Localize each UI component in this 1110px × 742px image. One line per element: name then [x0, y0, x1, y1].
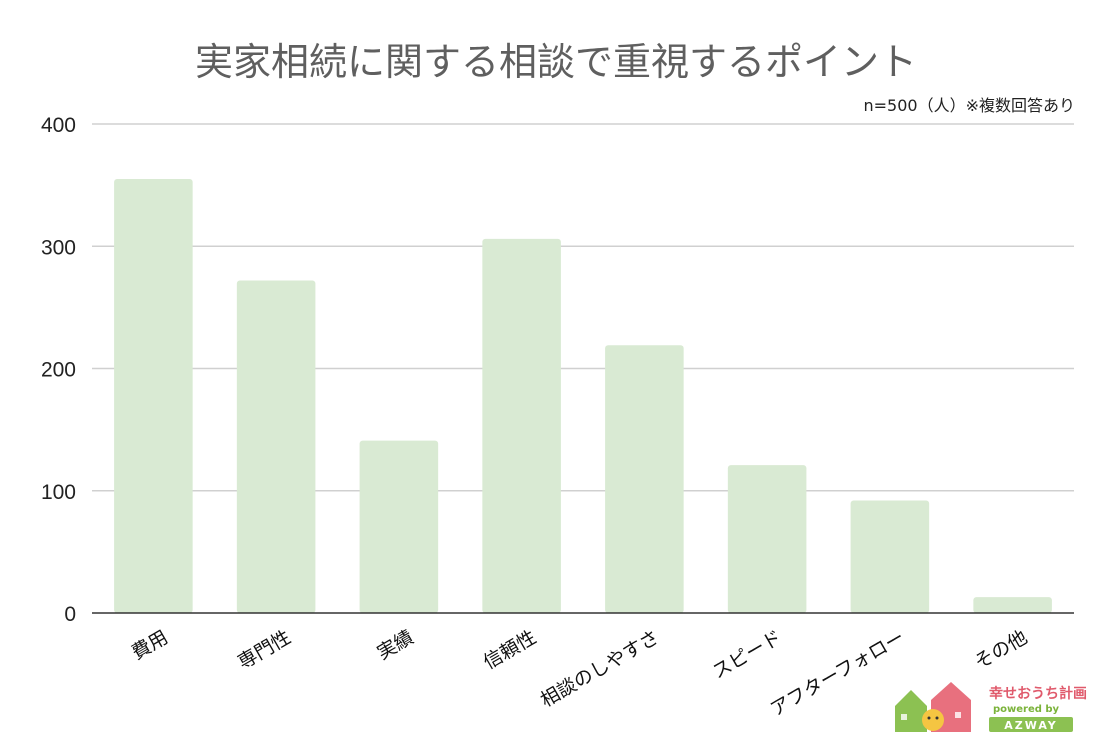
x-category-label: 専門性 [234, 626, 294, 674]
bar [973, 597, 1052, 613]
x-category-label: 実績 [373, 626, 417, 664]
y-tick-label: 300 [41, 236, 76, 259]
x-category-label: スピード [709, 626, 786, 683]
azway-logo: 幸せおうち計画 powered by AZWAY [895, 682, 1087, 732]
house-icon [895, 682, 971, 732]
logo-powered-by: powered by [993, 704, 1060, 715]
y-tick-label: 100 [41, 481, 76, 504]
y-tick-label: 200 [41, 359, 76, 382]
y-tick-label: 0 [64, 603, 76, 626]
bar [850, 500, 930, 613]
bar [605, 345, 684, 613]
logo-name: 幸せおうち計画 [989, 685, 1087, 702]
sample-size-note: n=500（人）※複数回答あり [864, 96, 1076, 115]
x-category-label: その他 [971, 626, 1031, 674]
logo-brand-badge [989, 717, 1073, 732]
bar [236, 280, 316, 613]
x-category-label: 信頼性 [480, 626, 540, 674]
x-category-label: アフターフォロー [767, 626, 909, 720]
y-tick-label: 400 [41, 114, 76, 137]
chart-title: 実家相続に関する相談で重視するポイント [195, 40, 917, 84]
bar [359, 440, 439, 613]
y-axis-ticks: 0 100 200 300 400 [41, 114, 76, 626]
x-category-label: 費用 [128, 626, 172, 664]
bars [114, 179, 1052, 614]
x-category-label: 相談のしやすさ [537, 626, 663, 711]
bar [482, 238, 561, 614]
logo-brand: AZWAY [1004, 719, 1058, 732]
bar [727, 465, 807, 613]
bar [114, 179, 193, 613]
